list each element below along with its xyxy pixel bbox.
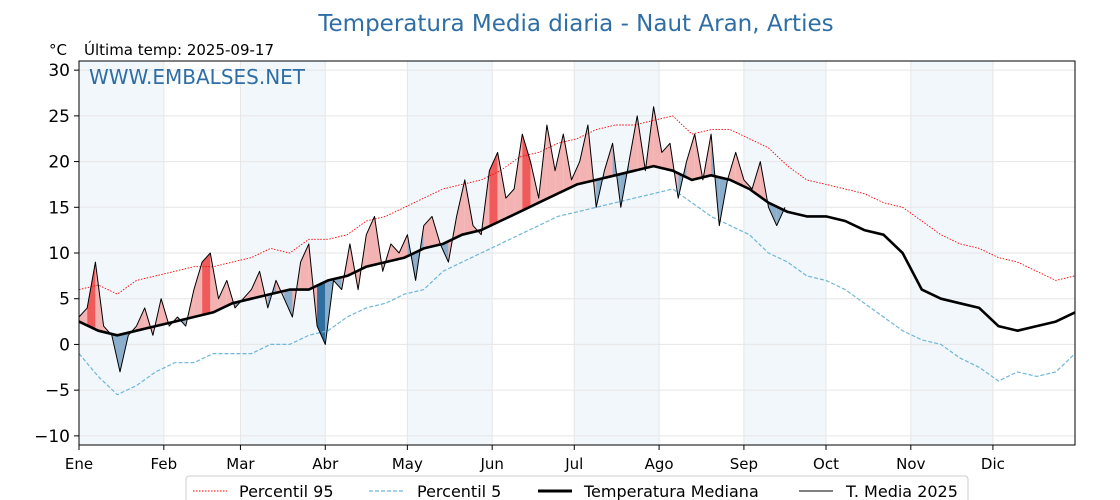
warm-anomaly-fill [752,161,761,197]
warm-anomaly-fill [300,243,309,290]
legend-label-2025: T. Media 2025 [845,482,958,500]
warm-anomaly-fill [366,216,375,267]
y-tick-label: 15 [48,198,70,218]
warm-anomaly-fill [489,152,498,227]
cold-anomaly-fill [284,289,293,317]
warm-anomaly-fill [497,152,506,223]
warm-anomaly-fill [202,253,211,316]
x-tick-label-oct: Oct [813,455,839,473]
series-line-median [79,164,1075,337]
cold-anomaly-fill [768,202,777,226]
y-tick-label: 10 [48,244,70,264]
x-tick-label-jul: Jul [564,455,583,473]
legend-label-p5: Percentil 5 [417,482,501,500]
x-tick-label-ago: Ago [645,455,674,473]
unit-label: °C [49,41,67,59]
y-axis: −10 −5 0 5 10 15 20 25 30 [34,61,79,447]
y-tick-label: 30 [48,61,70,81]
warm-anomaly-fill [555,134,564,195]
legend-box [185,475,969,500]
series-line-p95 [79,115,1075,295]
warm-anomaly-fill [571,161,580,188]
x-tick-label-abr: Abr [312,455,339,473]
cold-anomaly-fill [317,281,326,345]
x-tick-label-may: May [392,455,423,473]
x-axis: Ene Feb Mar Abr May Jun Jul Ago Sep Oct Nov Dic [65,445,1005,473]
y-tick-label: 0 [59,335,70,355]
y-tick-label: −10 [34,427,70,447]
warm-anomaly-fill [87,262,96,330]
series-line-y2025 [79,106,786,373]
warm-anomaly-fill [522,134,531,211]
x-tick-label-dic: Dic [981,455,1005,473]
warm-anomaly-fill [579,125,588,184]
x-tick-label-nov: Nov [896,455,925,473]
x-tick-label-sep: Sep [730,455,758,473]
warm-anomaly-fill [661,143,671,171]
grid-lines [78,61,1075,445]
warm-anomaly-fill [218,280,227,310]
y-tick-label: 20 [48,153,70,173]
warm-anomaly-fill [79,307,88,326]
x-tick-label-mar: Mar [226,455,255,473]
x-tick-label-feb: Feb [151,455,178,473]
warm-anomaly-fill [686,134,695,180]
y-tick-label: −5 [45,381,70,401]
warm-anomaly-fill [514,134,523,215]
warm-anomaly-fill [653,106,662,169]
warm-anomaly-fill [210,253,219,314]
warm-anomaly-fill [193,262,203,317]
series-lines [79,106,1075,396]
x-tick-label-jun: Jun [479,455,503,473]
legend-label-median: Temperatura Mediana [583,482,759,500]
series-line-p5 [79,188,1075,396]
warm-anomaly-fill [546,125,556,199]
warm-anomaly-fill [390,243,400,261]
legend: Percentil 95 Percentil 5 Temperatura Med… [185,475,969,500]
watermark: WWW.EMBALSES.NET [89,65,306,89]
chart-title: Temperatura Media diaria - Naut Aran, Ar… [317,11,833,37]
y-tick-label: 5 [59,290,70,310]
warm-anomaly-fill [423,216,432,249]
legend-label-p95: Percentil 95 [239,482,334,500]
warm-anomaly-fill [251,271,260,299]
x-tick-label-ene: Ene [65,455,93,473]
last-temp-label: Última temp: 2025-09-17 [84,40,274,59]
warm-anomaly-fill [456,179,465,238]
y-tick-label: 25 [48,107,70,127]
cold-anomaly-fill [333,277,342,290]
warm-anomaly-fill [399,234,408,259]
